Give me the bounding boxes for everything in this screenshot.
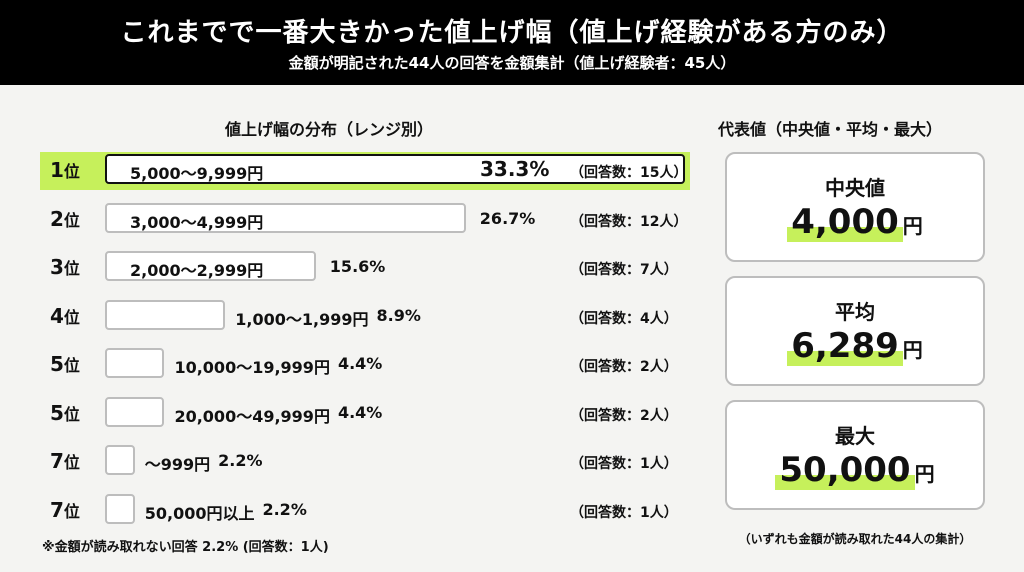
bar-row: 5位 10,000〜19,999円 4.4% （回答数：2人） xyxy=(40,346,690,384)
count-label: （回答数：2人） xyxy=(570,407,678,424)
rank-label: 7位 xyxy=(50,449,80,473)
range-label: 5,000〜9,999円 xyxy=(130,164,264,183)
max-label: 最大 xyxy=(835,424,875,448)
count-label: （回答数：4人） xyxy=(570,310,678,327)
count-label: （回答数：1人） xyxy=(570,456,678,472)
page-subtitle: 金額が明記された44人の回答を金額集計（値上げ経験者：45人） xyxy=(288,54,736,72)
footnote-unreadable: ※金額が読み取れない回答 2.2% (回答数：1人) xyxy=(42,540,329,555)
range-label: 2,000〜2,999円 xyxy=(130,261,264,280)
header-banner: これまでで一番大きかった値上げ幅（値上げ経験がある方のみ） 金額が明記された44… xyxy=(0,0,1024,85)
max-unit: 円 xyxy=(914,462,935,486)
bar xyxy=(105,348,165,378)
bar xyxy=(105,396,165,427)
summary-title: 代表値（中央値・平均・最大） xyxy=(718,120,943,139)
bar xyxy=(105,154,685,184)
rank-label: 5位 xyxy=(50,400,80,425)
median-label: 中央値 xyxy=(825,176,885,200)
percent-label: 2.2% xyxy=(218,451,263,470)
bar-row: 3位 2,000〜2,999円 15.6% （回答数：7人） xyxy=(40,249,690,287)
distribution-title: 値上げ幅の分布（レンジ別） xyxy=(225,120,434,139)
bar-row: 1位 5,000〜9,999円 33.3% （回答数：15人） xyxy=(40,152,690,190)
percent-label: 33.3% xyxy=(480,157,550,181)
rank-label: 3位 xyxy=(50,255,80,279)
percent-label: 8.9% xyxy=(376,305,421,325)
bar-row: 2位 3,000〜4,999円 26.7% （回答数：12人） xyxy=(40,201,690,239)
percent-label: 4.4% xyxy=(337,402,383,422)
percent-label: 26.7% xyxy=(479,208,536,228)
rank-label: 1位 xyxy=(50,158,80,182)
summary-footnote: （いずれも金額が読み取れた44人の集計） xyxy=(738,532,972,546)
median-card: 中央値 4,000 円 xyxy=(725,152,985,262)
rank-label: 2位 xyxy=(50,206,80,231)
rank-label: 7位 xyxy=(50,497,80,522)
rank-label: 5位 xyxy=(50,352,80,376)
count-label: （回答数：12人） xyxy=(570,213,688,230)
average-number: 6,289 xyxy=(787,326,903,366)
range-label: 50,000円以上 xyxy=(144,503,255,523)
range-label: 〜999円 xyxy=(144,455,211,474)
average-card: 平均 6,289 円 xyxy=(725,276,985,386)
median-unit: 円 xyxy=(902,214,923,238)
percent-label: 4.4% xyxy=(337,354,383,373)
count-label: （回答数：7人） xyxy=(570,262,678,278)
average-value: 6,289 円 xyxy=(727,326,983,366)
range-label: 10,000〜19,999円 xyxy=(174,358,330,377)
bar xyxy=(105,202,466,233)
count-label: （回答数：15人） xyxy=(570,165,688,181)
bar-row: 5位 20,000〜49,999円 4.4% （回答数：2人） xyxy=(40,395,690,433)
bar xyxy=(105,251,316,281)
bar-row: 7位 50,000円以上 2.2% （回答数：1人） xyxy=(40,492,690,530)
bar xyxy=(105,493,135,524)
median-number: 4,000 xyxy=(787,202,903,242)
max-number: 50,000 xyxy=(775,450,915,490)
count-label: （回答数：1人） xyxy=(570,504,678,521)
bar-row: 7位 〜999円 2.2% （回答数：1人） xyxy=(40,443,690,481)
range-label: 20,000〜49,999円 xyxy=(174,406,330,426)
range-label: 3,000〜4,999円 xyxy=(130,212,264,232)
max-value: 50,000 円 xyxy=(727,450,983,490)
bar-row: 4位 1,000〜1,999円 8.9% （回答数：4人） xyxy=(40,298,690,336)
average-unit: 円 xyxy=(902,338,923,362)
bar xyxy=(105,445,135,475)
count-label: （回答数：2人） xyxy=(570,359,678,375)
max-card: 最大 50,000 円 xyxy=(725,400,985,510)
bar xyxy=(105,299,226,330)
percent-label: 2.2% xyxy=(262,499,307,519)
average-label: 平均 xyxy=(835,300,875,324)
page-title: これまでで一番大きかった値上げ幅（値上げ経験がある方のみ） xyxy=(120,18,904,48)
range-label: 1,000〜1,999円 xyxy=(235,309,369,329)
median-value: 4,000 円 xyxy=(727,202,983,242)
percent-label: 15.6% xyxy=(329,257,386,276)
rank-label: 4位 xyxy=(50,303,80,328)
